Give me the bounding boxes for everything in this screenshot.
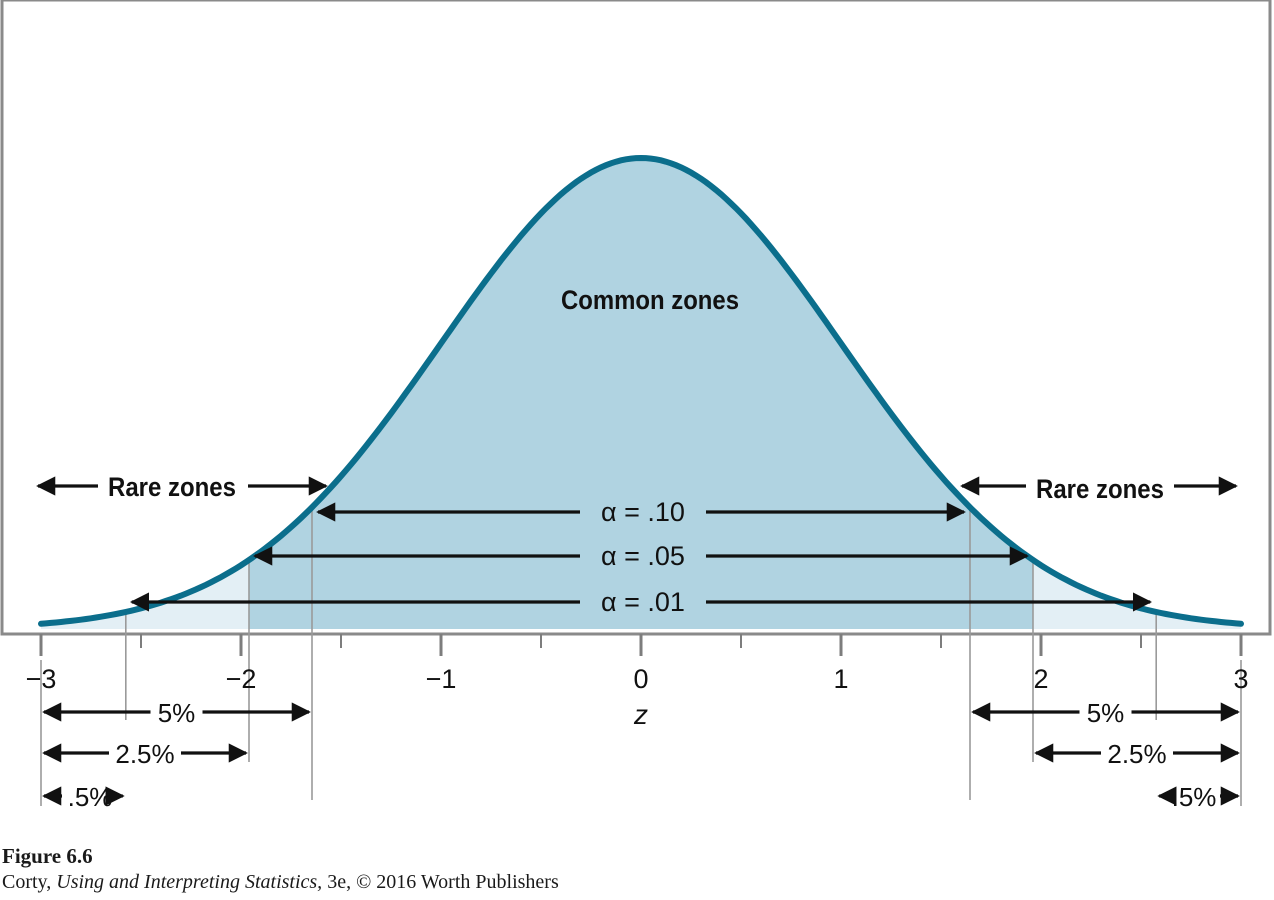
tail-pct-label: 5% xyxy=(1087,698,1125,728)
rare-zones-label-right: Rare zones xyxy=(1036,474,1164,504)
credit-book-title: Using and Interpreting Statistics, xyxy=(56,871,323,893)
alpha-label: α = .10 xyxy=(601,497,685,527)
common-zones-label: Common zones xyxy=(561,285,739,315)
credit-edition: 3e, © 2016 Worth Publishers xyxy=(327,871,559,893)
alpha-label: α = .01 xyxy=(601,587,685,617)
x-tick-label: −3 xyxy=(26,664,57,694)
alpha-label: α = .05 xyxy=(601,541,685,571)
plot-frame xyxy=(0,0,1272,636)
rare-zones-label-left: Rare zones xyxy=(108,472,236,502)
figure-label: Figure 6.6 xyxy=(2,844,93,868)
normal-curve xyxy=(38,154,1244,627)
x-tick-label: −1 xyxy=(426,664,457,694)
x-axis-label: z xyxy=(633,699,648,730)
normal-curve-diagram: α = .10 α = .05 α = .01 Rare zones Rare zone… xyxy=(0,0,1272,812)
figure-credit: Corty, Using and Interpreting Statistics… xyxy=(2,869,1262,895)
tail-pct-label: 2.5% xyxy=(1107,739,1166,769)
tail-pct-label: .5% xyxy=(1172,782,1217,812)
credit-author: Corty, xyxy=(2,871,52,893)
x-tick-label: 2 xyxy=(1033,664,1048,694)
x-tick-label: 3 xyxy=(1233,664,1248,694)
x-tick-label: 0 xyxy=(633,664,648,694)
tail-pct-label: 5% xyxy=(158,698,196,728)
x-tick-label: 1 xyxy=(833,664,848,694)
x-tick-label: −2 xyxy=(226,664,257,694)
tail-pct-label: .5% xyxy=(68,782,113,812)
figure-caption: Figure 6.6 Corty, Using and Interpreting… xyxy=(2,843,1262,895)
tail-pct-label: 2.5% xyxy=(115,739,174,769)
